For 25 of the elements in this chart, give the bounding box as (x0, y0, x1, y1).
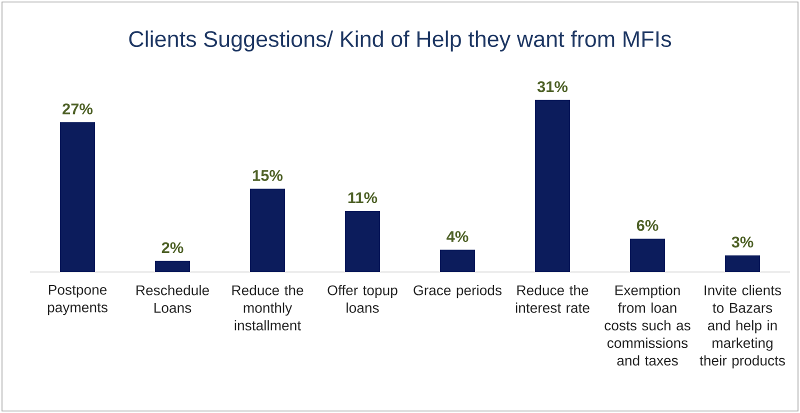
x-tick-label: Postpone payments (48, 284, 108, 316)
x-tick-label: Reduce the interest rate (516, 284, 590, 313)
data-label: 6% (636, 220, 658, 231)
data-label: 4% (446, 231, 468, 242)
data-label: 27% (62, 103, 93, 114)
bar (155, 260, 190, 272)
bar (345, 210, 380, 272)
data-label: 15% (253, 170, 283, 181)
data-label: 31% (537, 81, 568, 92)
data-label: 2% (162, 242, 184, 254)
bar (60, 122, 96, 272)
chart-title: Clients Suggestions/ Kind of Help they want from MFIs (129, 30, 672, 52)
x-tick-label: Exemption from loan costs such as commissions and taxes (604, 284, 690, 366)
x-tick-label: Offer topup loans (328, 284, 398, 313)
bar (725, 255, 760, 272)
bar (535, 100, 570, 272)
bar (250, 188, 285, 272)
x-tick-label: Grace periods (414, 284, 502, 298)
data-label: 3% (732, 236, 754, 248)
data-label: 11% (348, 192, 378, 204)
x-tick-label: Invite clients to Bazars and help in marketing their products (700, 284, 785, 368)
x-tick-label: Reduce the monthly installment (232, 284, 304, 330)
bar (630, 238, 666, 272)
x-tick-label: Reschedule Loans (136, 284, 209, 313)
bar (440, 250, 476, 272)
